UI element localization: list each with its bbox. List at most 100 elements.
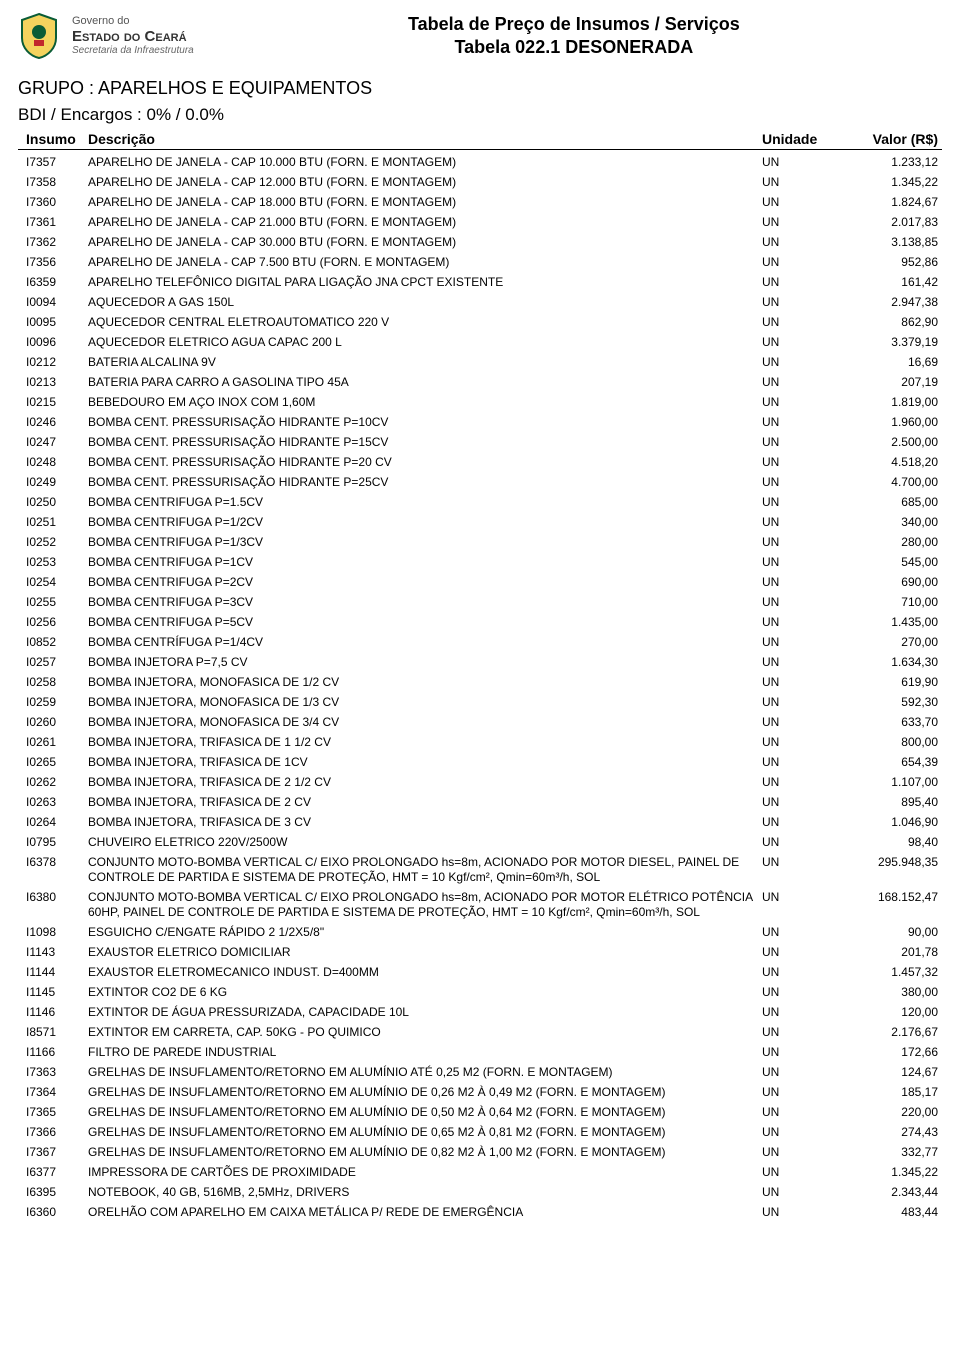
- cell-valor: 592,30: [842, 695, 942, 710]
- title-line-2: Tabela 022.1 DESONERADA: [206, 36, 942, 59]
- table-row: I6395NOTEBOOK, 40 GB, 516MB, 2,5MHz, DRI…: [18, 1182, 942, 1202]
- cell-unidade: UN: [762, 435, 842, 450]
- cell-insumo: I0247: [18, 435, 88, 450]
- table-row: I1146EXTINTOR DE ÁGUA PRESSURIZADA, CAPA…: [18, 1002, 942, 1022]
- state-seal-icon: [18, 12, 60, 60]
- cell-insumo: I0212: [18, 355, 88, 370]
- cell-descricao: BOMBA CENTRIFUGA P=2CV: [88, 575, 762, 590]
- col-header-insumo: Insumo: [18, 131, 88, 147]
- cell-unidade: UN: [762, 965, 842, 980]
- cell-unidade: UN: [762, 1085, 842, 1100]
- cell-unidade: UN: [762, 675, 842, 690]
- cell-unidade: UN: [762, 555, 842, 570]
- table-row: I0246BOMBA CENT. PRESSURISAÇÃO HIDRANTE …: [18, 412, 942, 432]
- cell-descricao: APARELHO DE JANELA - CAP 18.000 BTU (FOR…: [88, 195, 762, 210]
- cell-insumo: I1166: [18, 1045, 88, 1060]
- cell-insumo: I0252: [18, 535, 88, 550]
- cell-insumo: I1146: [18, 1005, 88, 1020]
- table-row: I0259BOMBA INJETORA, MONOFASICA DE 1/3 C…: [18, 692, 942, 712]
- col-header-valor: Valor (R$): [842, 131, 942, 147]
- cell-valor: 274,43: [842, 1125, 942, 1140]
- cell-descricao: BEBEDOURO EM AÇO INOX COM 1,60M: [88, 395, 762, 410]
- cell-valor: 172,66: [842, 1045, 942, 1060]
- table-row: I0852BOMBA CENTRÍFUGA P=1/4CVUN270,00: [18, 632, 942, 652]
- table-row: I1098ESGUICHO C/ENGATE RÁPIDO 2 1/2X5/8"…: [18, 922, 942, 942]
- cell-valor: 1.345,22: [842, 1165, 942, 1180]
- cell-insumo: I1144: [18, 965, 88, 980]
- cell-descricao: BOMBA CENTRIFUGA P=1/2CV: [88, 515, 762, 530]
- cell-unidade: UN: [762, 235, 842, 250]
- group-title: GRUPO : APARELHOS E EQUIPAMENTOS: [18, 78, 942, 99]
- table-row: I0261BOMBA INJETORA, TRIFASICA DE 1 1/2 …: [18, 732, 942, 752]
- table-row: I0257BOMBA INJETORA P=7,5 CVUN1.634,30: [18, 652, 942, 672]
- cell-insumo: I7362: [18, 235, 88, 250]
- page-header: Governo do Estado do Ceará Secretaria da…: [18, 12, 942, 60]
- cell-insumo: I0261: [18, 735, 88, 750]
- cell-valor: 295.948,35: [842, 855, 942, 870]
- cell-unidade: UN: [762, 195, 842, 210]
- cell-unidade: UN: [762, 495, 842, 510]
- cell-descricao: BOMBA CENT. PRESSURISAÇÃO HIDRANTE P=25C…: [88, 475, 762, 490]
- cell-descricao: ORELHÃO COM APARELHO EM CAIXA METÁLICA P…: [88, 1205, 762, 1220]
- table-row: I0255BOMBA CENTRIFUGA P=3CVUN710,00: [18, 592, 942, 612]
- cell-descricao: EXTINTOR DE ÁGUA PRESSURIZADA, CAPACIDAD…: [88, 1005, 762, 1020]
- cell-descricao: CHUVEIRO ELETRICO 220V/2500W: [88, 835, 762, 850]
- cell-insumo: I7367: [18, 1145, 88, 1160]
- cell-unidade: UN: [762, 595, 842, 610]
- cell-descricao: AQUECEDOR A GAS 150L: [88, 295, 762, 310]
- cell-valor: 2.343,44: [842, 1185, 942, 1200]
- cell-valor: 4.518,20: [842, 455, 942, 470]
- cell-unidade: UN: [762, 985, 842, 1000]
- cell-descricao: BOMBA CENTRIFUGA P=3CV: [88, 595, 762, 610]
- cell-valor: 1.457,32: [842, 965, 942, 980]
- cell-descricao: BOMBA CENT. PRESSURISAÇÃO HIDRANTE P=15C…: [88, 435, 762, 450]
- cell-valor: 270,00: [842, 635, 942, 650]
- table-row: I7357APARELHO DE JANELA - CAP 10.000 BTU…: [18, 152, 942, 172]
- cell-descricao: APARELHO TELEFÔNICO DIGITAL PARA LIGAÇÃO…: [88, 275, 762, 290]
- table-row: I0263BOMBA INJETORA, TRIFASICA DE 2 CVUN…: [18, 792, 942, 812]
- cell-insumo: I6360: [18, 1205, 88, 1220]
- cell-descricao: BATERIA PARA CARRO A GASOLINA TIPO 45A: [88, 375, 762, 390]
- cell-descricao: FILTRO DE PAREDE INDUSTRIAL: [88, 1045, 762, 1060]
- table-row: I7361APARELHO DE JANELA - CAP 21.000 BTU…: [18, 212, 942, 232]
- table-row: I0212BATERIA ALCALINA 9VUN16,69: [18, 352, 942, 372]
- document-title: Tabela de Preço de Insumos / Serviços Ta…: [206, 13, 942, 60]
- cell-insumo: I0215: [18, 395, 88, 410]
- cell-insumo: I0246: [18, 415, 88, 430]
- cell-unidade: UN: [762, 355, 842, 370]
- col-header-unidade: Unidade: [762, 131, 842, 147]
- table-row: I7367GRELHAS DE INSUFLAMENTO/RETORNO EM …: [18, 1142, 942, 1162]
- table-row: I6378CONJUNTO MOTO-BOMBA VERTICAL C/ EIX…: [18, 852, 942, 887]
- cell-unidade: UN: [762, 515, 842, 530]
- cell-valor: 862,90: [842, 315, 942, 330]
- table-row: I0215BEBEDOURO EM AÇO INOX COM 1,60MUN1.…: [18, 392, 942, 412]
- table-row: I0253BOMBA CENTRIFUGA P=1CVUN545,00: [18, 552, 942, 572]
- cell-unidade: UN: [762, 615, 842, 630]
- cell-valor: 98,40: [842, 835, 942, 850]
- col-header-descricao: Descrição: [88, 131, 762, 147]
- table-row: I0096AQUECEDOR ELETRICO AGUA CAPAC 200 L…: [18, 332, 942, 352]
- cell-descricao: BOMBA CENTRIFUGA P=1.5CV: [88, 495, 762, 510]
- cell-insumo: I0260: [18, 715, 88, 730]
- cell-insumo: I7363: [18, 1065, 88, 1080]
- table-row: I0248BOMBA CENT. PRESSURISAÇÃO HIDRANTE …: [18, 452, 942, 472]
- cell-descricao: BOMBA CENTRIFUGA P=5CV: [88, 615, 762, 630]
- table-row: I7356APARELHO DE JANELA - CAP 7.500 BTU …: [18, 252, 942, 272]
- cell-insumo: I6395: [18, 1185, 88, 1200]
- cell-valor: 3.379,19: [842, 335, 942, 350]
- cell-unidade: UN: [762, 1185, 842, 1200]
- cell-descricao: EXAUSTOR ELETRICO DOMICILIAR: [88, 945, 762, 960]
- table-body: I7357APARELHO DE JANELA - CAP 10.000 BTU…: [18, 152, 942, 1222]
- table-row: I0265BOMBA INJETORA, TRIFASICA DE 1CVUN6…: [18, 752, 942, 772]
- cell-unidade: UN: [762, 1045, 842, 1060]
- cell-descricao: EXTINTOR CO2 DE 6 KG: [88, 985, 762, 1000]
- cell-unidade: UN: [762, 815, 842, 830]
- cell-valor: 710,00: [842, 595, 942, 610]
- table-row: I0249BOMBA CENT. PRESSURISAÇÃO HIDRANTE …: [18, 472, 942, 492]
- cell-valor: 1.435,00: [842, 615, 942, 630]
- table-row: I0256BOMBA CENTRIFUGA P=5CVUN1.435,00: [18, 612, 942, 632]
- table-row: I6360ORELHÃO COM APARELHO EM CAIXA METÁL…: [18, 1202, 942, 1222]
- table-row: I0094AQUECEDOR A GAS 150LUN2.947,38: [18, 292, 942, 312]
- cell-valor: 2.017,83: [842, 215, 942, 230]
- cell-unidade: UN: [762, 835, 842, 850]
